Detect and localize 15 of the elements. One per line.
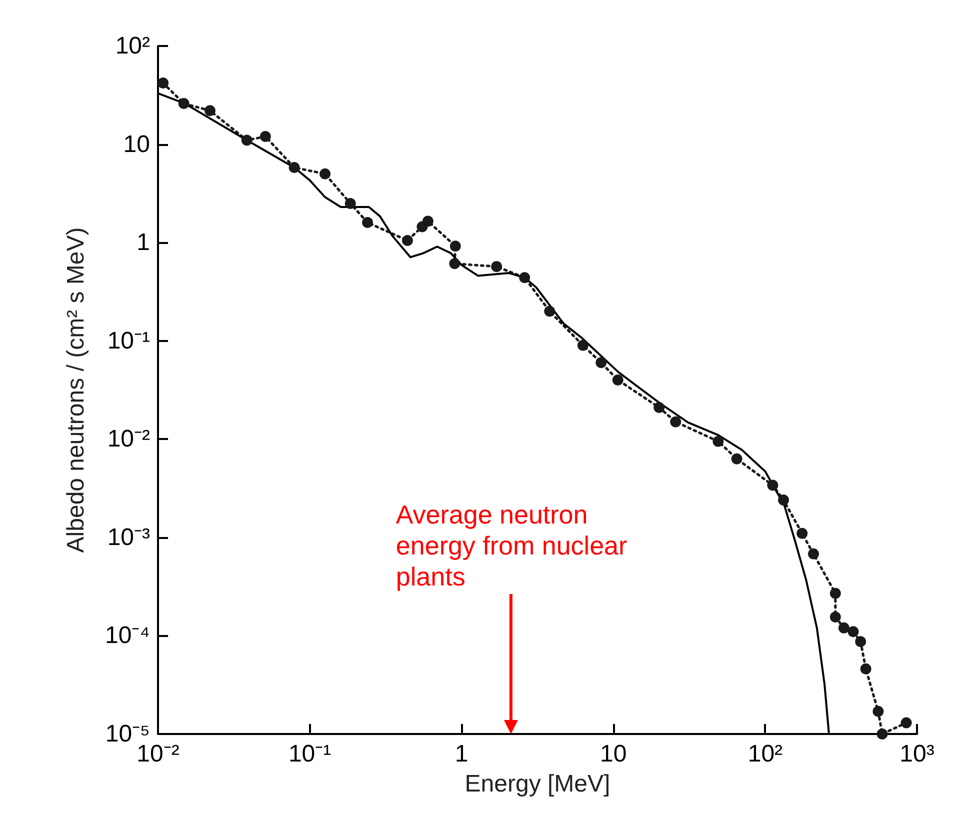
x-tick-label: 10⁻¹ [288,740,332,768]
y-tick-label: 10⁻⁴ [104,622,150,650]
x-tick-label: 10³ [900,740,934,768]
x-tick-label: 1 [454,740,468,768]
x-axis-title: Energy [MeV] [464,770,610,798]
y-tick-label: 1 [136,229,150,256]
x-tick-label: 10² [748,740,783,768]
y-tick-label: 10 [123,130,150,158]
y-tick-label: 10⁻³ [107,524,150,551]
annotation: Average neutron energy from nuclear plants [396,500,634,592]
y-tick-label: 10⁻¹ [107,327,150,354]
y-tick-label: 10² [115,32,150,60]
x-tick-label: 10 [600,740,627,768]
y-axis-title: Albedo neutrons / (cm² s MeV) [62,227,90,553]
y-tick-label: 10⁻² [107,426,150,453]
